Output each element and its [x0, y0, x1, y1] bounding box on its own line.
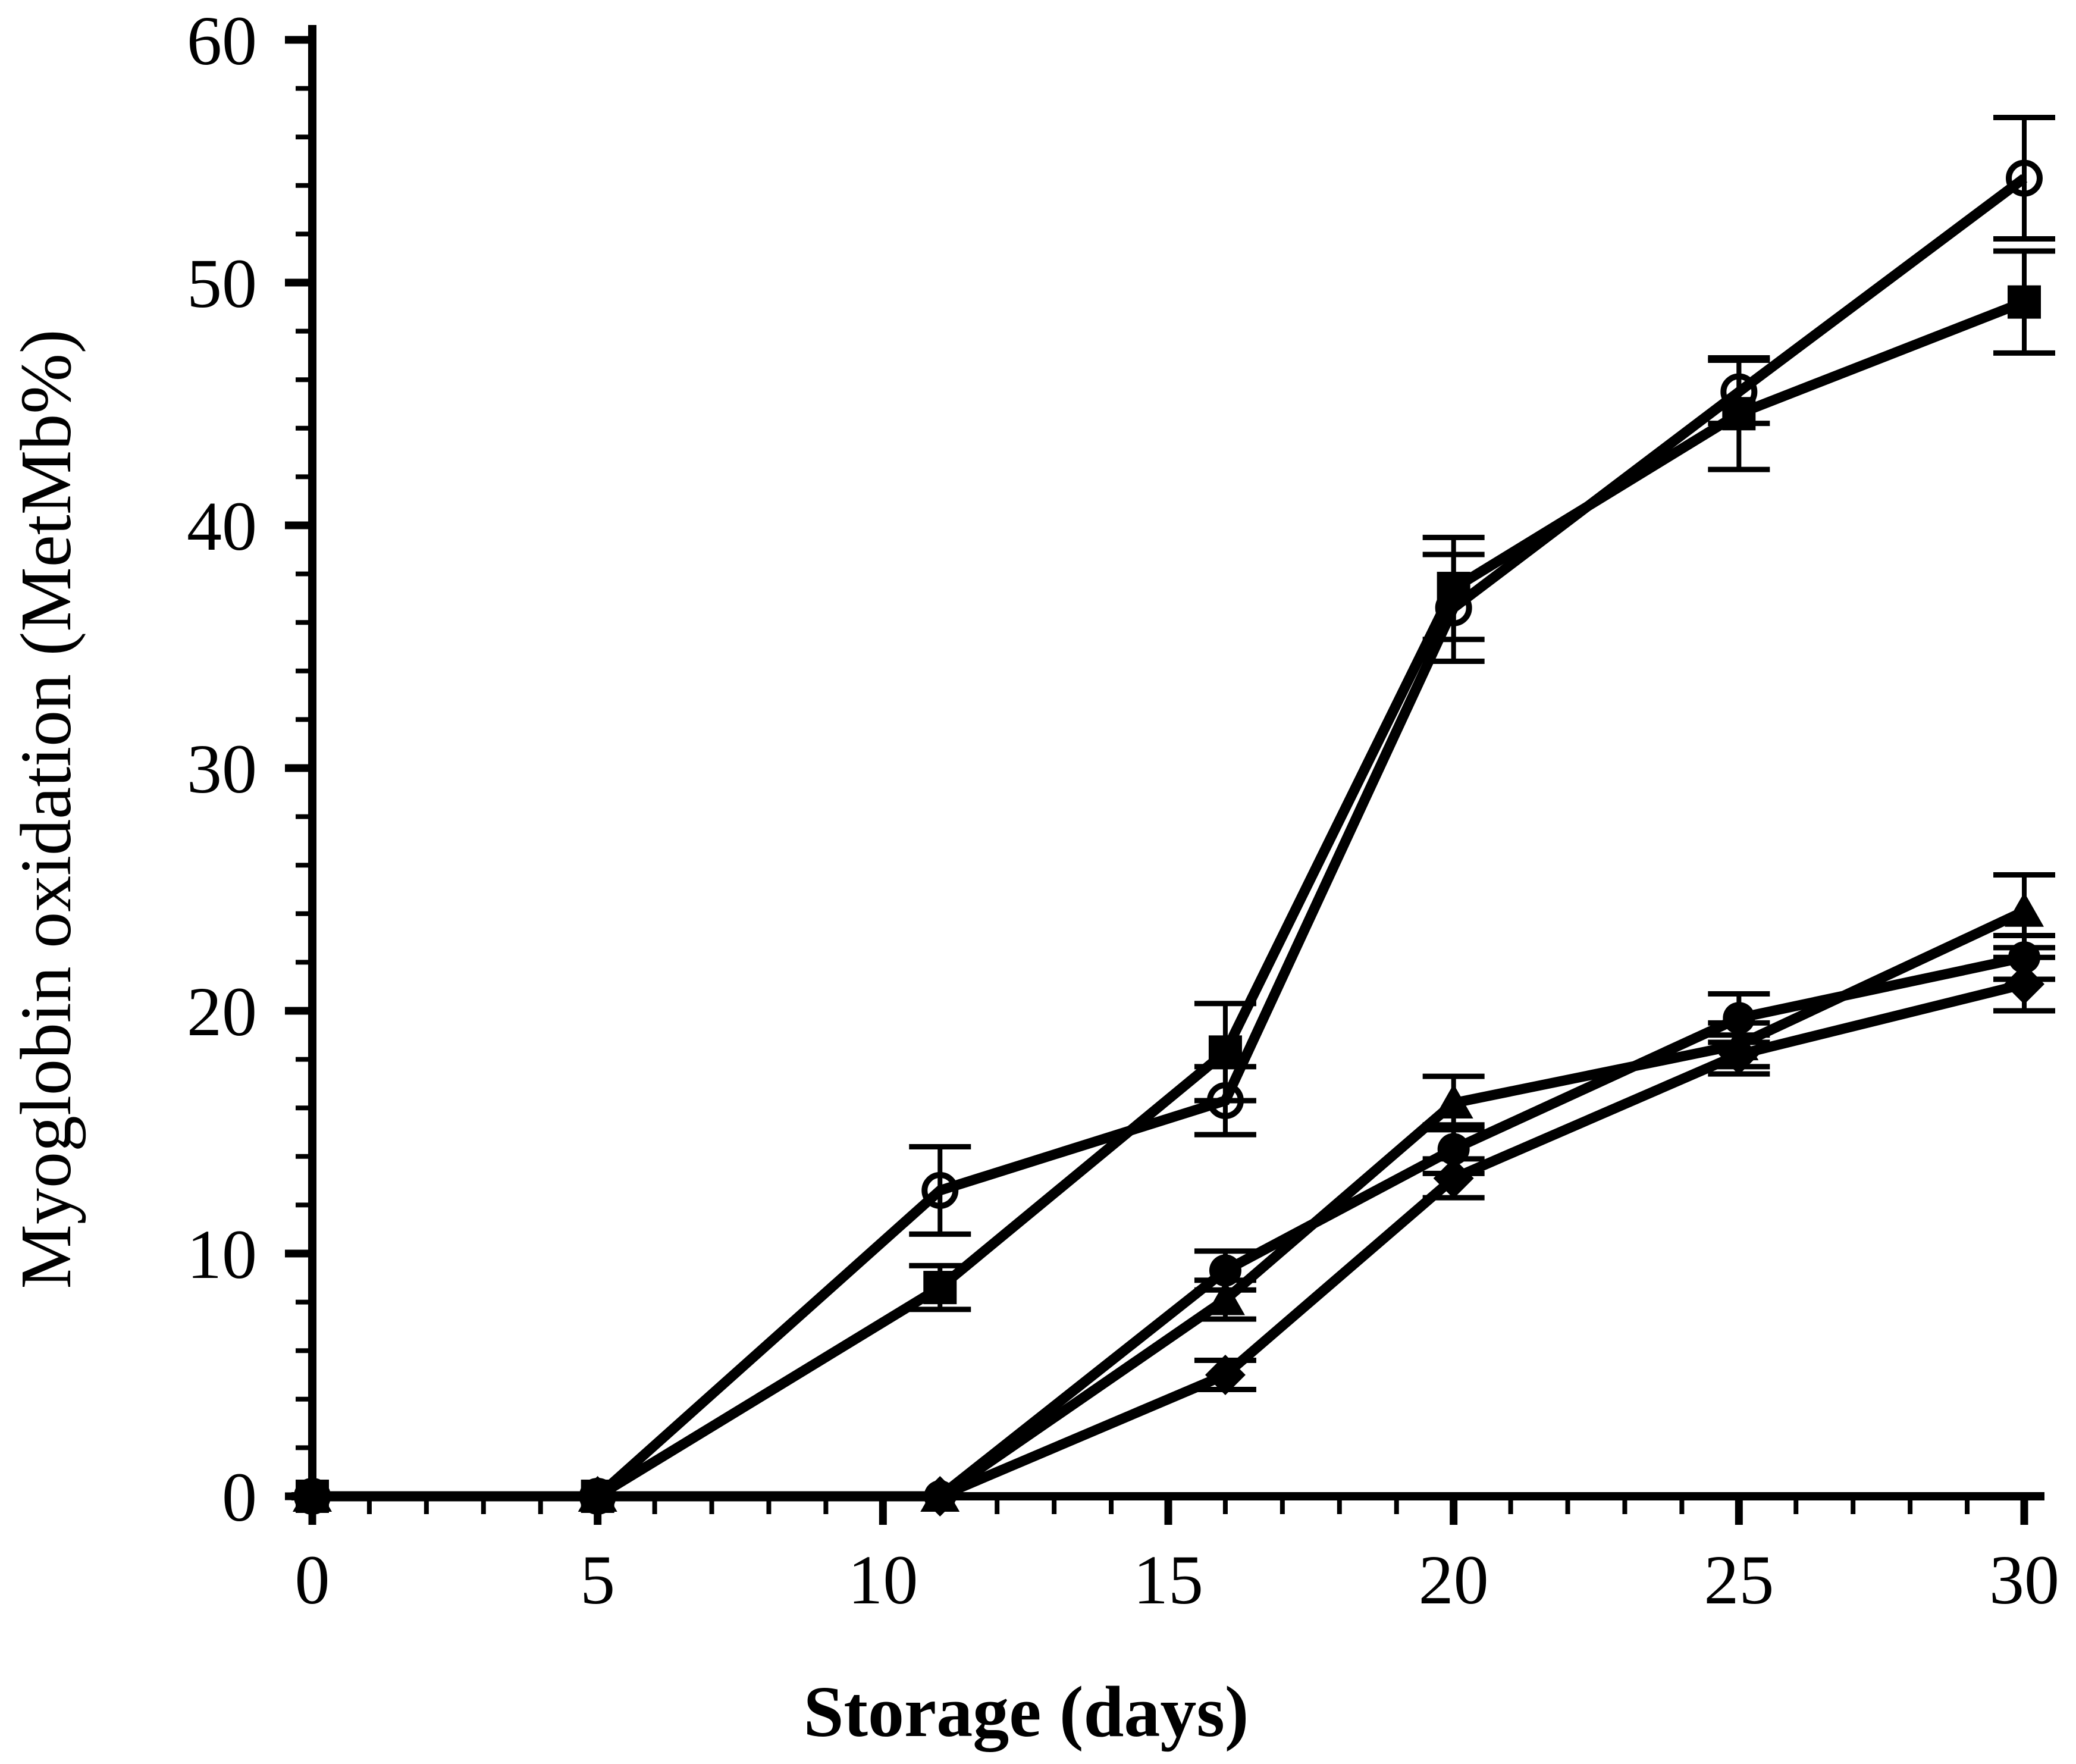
- x-tick-label: 25: [1704, 1541, 1774, 1619]
- y-tick-label: 40: [187, 487, 257, 565]
- series-filled-diamond: [312, 979, 2026, 1502]
- open-circle-marker: [2006, 159, 2043, 197]
- y-tick-label: 20: [187, 973, 257, 1051]
- markers-filled-square: [296, 285, 2041, 1513]
- filled-circle-marker: [924, 1480, 957, 1512]
- y-tick-label: 60: [187, 2, 257, 80]
- error-bars-filled-circle: [1194, 933, 2055, 1293]
- filled-diamond-marker: [1433, 1158, 1474, 1199]
- y-tick-label: 0: [222, 1458, 257, 1536]
- filled-diamond-marker: [1205, 1355, 1246, 1395]
- x-axis-title: Storage (days): [804, 1672, 1249, 1752]
- y-axis: 0 10 20 30 40 50 60: [187, 2, 316, 1536]
- series-line: [312, 907, 2027, 1502]
- open-circle-marker: [1206, 1082, 1244, 1119]
- open-circle-marker: [921, 1171, 959, 1209]
- x-tick-label: 30: [1989, 1541, 2059, 1619]
- filled-triangle-marker: [2005, 892, 2044, 927]
- filled-square-marker: [1208, 1035, 1242, 1069]
- filled-circle-marker: [1437, 1133, 1470, 1165]
- filled-square-marker: [1722, 397, 1756, 431]
- filled-circle-marker: [296, 1480, 328, 1512]
- x-tick-label: 10: [848, 1541, 918, 1619]
- markers-filled-triangle: [293, 892, 2044, 1512]
- x-tick-label: 0: [295, 1541, 330, 1619]
- x-tick-label: 5: [580, 1541, 615, 1619]
- y-axis-title: Myoglobin oxidation (MetMb%): [6, 330, 86, 1289]
- filled-circle-marker: [1723, 1002, 1755, 1035]
- series-filled-triangle: [312, 907, 2027, 1502]
- series-line: [312, 979, 2026, 1502]
- y-tick-label: 50: [187, 245, 257, 322]
- series-line: [312, 174, 2028, 1502]
- filled-triangle-marker: [1205, 1280, 1245, 1315]
- x-axis: 0 5 10 15 20 25 30: [291, 1492, 2059, 1619]
- series-line: [312, 952, 2025, 1502]
- x-tick-label: 15: [1133, 1541, 1203, 1619]
- filled-triangle-marker: [1434, 1084, 1473, 1119]
- filled-circle-marker: [581, 1480, 614, 1512]
- error-bars-filled-diamond: [1194, 954, 2055, 1392]
- markers-filled-circle: [296, 941, 2040, 1512]
- x-tick-label: 20: [1419, 1541, 1489, 1619]
- filled-square-marker: [2008, 285, 2041, 319]
- filled-circle-marker: [2008, 941, 2040, 974]
- series-open-circle: [312, 174, 2028, 1502]
- filled-circle-marker: [1209, 1254, 1241, 1287]
- error-bars-filled-triangle: [1194, 872, 2055, 1322]
- y-tick-label: 30: [187, 730, 257, 808]
- y-tick-label: 10: [187, 1215, 257, 1293]
- filled-square-marker: [923, 1271, 957, 1305]
- filled-square-marker: [1437, 572, 1470, 606]
- series-layer: [292, 115, 2055, 1517]
- series-filled-circle: [312, 952, 2025, 1502]
- filled-diamond-marker: [2004, 964, 2044, 1005]
- filled-diamond-marker: [1718, 1034, 1760, 1075]
